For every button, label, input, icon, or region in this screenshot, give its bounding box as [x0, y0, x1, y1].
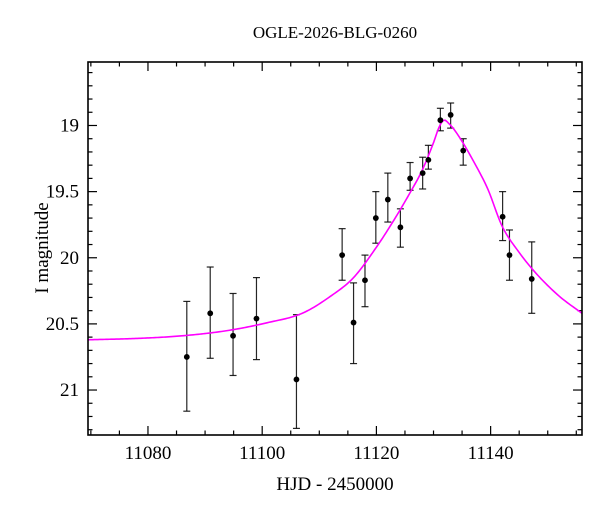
data-point: [230, 332, 236, 339]
data-point: [528, 276, 535, 282]
y-tick-label: 20: [60, 248, 79, 269]
data-point: [506, 252, 513, 259]
data-point: [407, 175, 413, 182]
x-tick-label: 11140: [468, 443, 514, 464]
data-point: [372, 215, 379, 221]
data-point: [207, 310, 214, 317]
chart-title: OGLE-2026-BLG-0260: [253, 23, 417, 42]
model-curve: [87, 119, 583, 341]
data-point: [183, 354, 190, 360]
data-point: [447, 112, 454, 118]
x-tick-label: 11100: [239, 443, 285, 464]
y-tick-label: 21: [60, 380, 79, 401]
data-point: [253, 315, 260, 322]
y-tick-label: 19.5: [46, 182, 79, 203]
data-point: [339, 252, 346, 259]
data-point: [437, 117, 444, 124]
y-axis-label: I magnitude: [32, 202, 53, 293]
y-tick-label: 19: [60, 115, 79, 136]
data-point: [460, 147, 467, 154]
data-point: [419, 170, 426, 177]
data-point: [499, 213, 506, 220]
data-point: [362, 277, 368, 284]
data-point: [397, 224, 404, 231]
x-tick-label: 11120: [353, 443, 399, 464]
data-point: [350, 319, 357, 326]
x-axis-label: HJD - 2450000: [276, 474, 393, 495]
data-point: [425, 156, 432, 163]
plot-frame: [87, 61, 583, 436]
data-point: [384, 196, 391, 203]
y-tick-label: 20.5: [46, 314, 79, 335]
x-tick-label: 11080: [125, 443, 172, 464]
data-point: [293, 376, 300, 383]
plot-area: 11080 11100 11120 11140 19 19.5 20 20.5 21: [46, 61, 583, 464]
